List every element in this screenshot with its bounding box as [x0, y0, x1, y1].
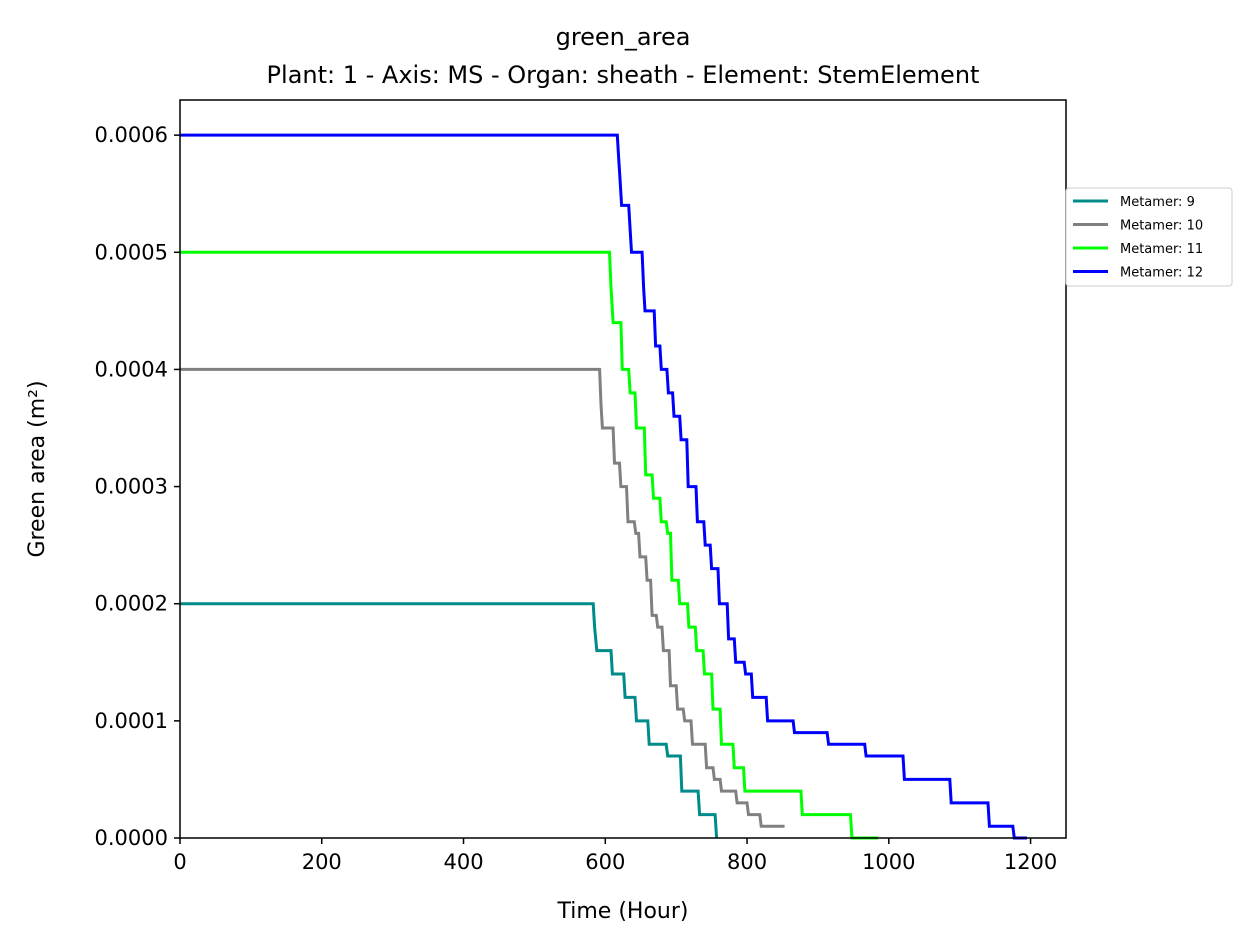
chart-subtitle: Plant: 1 - Axis: MS - Organ: sheath - El…	[267, 61, 980, 89]
x-tick-label: 800	[727, 850, 767, 874]
x-tick-label: 200	[302, 850, 342, 874]
legend: Metamer: 9 Metamer: 10 Metamer: 11 Metamer:…	[1065, 187, 1233, 287]
x-tick-label: 400	[443, 850, 483, 874]
y-axis-ticks: 0.0000 0.0001 0.0002 0.0003 0.0004 0.0005 0.00…	[95, 123, 180, 850]
legend-label-1: Metamer: 10	[1120, 219, 1203, 234]
legend-box	[1065, 187, 1233, 287]
y-tick-label: 0.0000	[95, 826, 168, 850]
plot-frame	[179, 99, 1067, 839]
y-tick-label: 0.0005	[95, 240, 168, 264]
y-axis-label: Green area (m²)	[25, 380, 50, 557]
legend-label-0: Metamer: 9	[1120, 195, 1195, 210]
series-line-2	[180, 250, 879, 840]
y-tick-label: 0.0006	[95, 123, 168, 147]
y-tick-label: 0.0004	[95, 357, 168, 381]
x-tick-label: 1200	[1004, 850, 1057, 874]
x-tick-label: 1000	[862, 850, 915, 874]
legend-label-3: Metamer: 12	[1120, 266, 1203, 281]
x-tick-label: 0	[173, 850, 186, 874]
x-axis-ticks: 0 200 400 600 800 1000 1200	[173, 838, 1057, 874]
x-axis-label: Time (Hour)	[557, 899, 689, 924]
legend-label-2: Metamer: 11	[1120, 242, 1203, 257]
y-tick-label: 0.0002	[95, 592, 168, 616]
y-tick-label: 0.0001	[95, 709, 168, 733]
series-group	[180, 133, 1027, 840]
y-tick-label: 0.0003	[95, 475, 168, 499]
chart-title: green_area	[556, 23, 691, 51]
series-line-0	[180, 602, 719, 839]
x-tick-label: 600	[585, 850, 625, 874]
series-line-3	[180, 133, 1027, 840]
series-line-1	[180, 367, 785, 828]
